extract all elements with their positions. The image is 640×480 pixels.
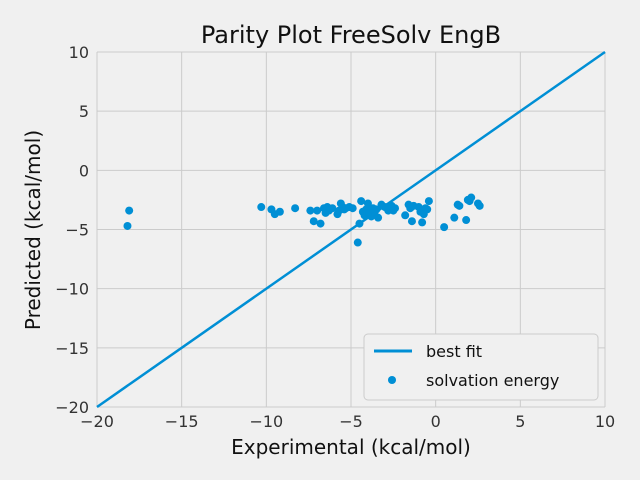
scatter-points: [123, 193, 484, 247]
data-point: [424, 197, 433, 206]
x-tick-label: −10: [249, 412, 283, 431]
data-point: [257, 203, 266, 212]
x-tick-label: −15: [165, 412, 199, 431]
data-point: [291, 204, 300, 213]
data-point: [316, 219, 325, 228]
legend-label-best-fit: best fit: [426, 342, 482, 361]
data-point: [407, 217, 416, 226]
data-point: [372, 205, 381, 214]
legend-label-solvation-energy: solvation energy: [426, 371, 559, 390]
data-point: [125, 206, 134, 215]
y-tick-label: −20: [55, 398, 89, 417]
x-tick-label: 0: [431, 412, 441, 431]
legend: best fit solvation energy: [363, 333, 599, 401]
best-fit-layer: [96, 50, 606, 409]
data-point: [423, 205, 432, 214]
y-axis-label: Predicted (kcal/mol): [21, 130, 45, 330]
x-axis-label: Experimental (kcal/mol): [231, 435, 471, 459]
data-point: [306, 206, 315, 215]
y-tick-label: −15: [55, 339, 89, 358]
data-point: [401, 211, 410, 220]
y-tick-label: −5: [65, 221, 89, 240]
data-point: [313, 206, 322, 215]
y-tick-labels: 10 5 0 −5 −10 −15 −20: [55, 43, 89, 417]
data-point: [328, 204, 337, 213]
x-tick-label: −20: [80, 412, 114, 431]
x-tick-labels: −20 −15 −10 −5 0 5 10: [80, 412, 615, 431]
data-point: [450, 213, 459, 222]
data-point: [467, 193, 476, 202]
data-point: [275, 207, 284, 216]
data-point: [355, 219, 364, 228]
y-tick-label: −10: [55, 280, 89, 299]
data-point: [123, 221, 132, 230]
x-tick-label: 5: [515, 412, 525, 431]
y-tick-label: 10: [69, 43, 89, 62]
data-point: [353, 238, 362, 247]
data-point: [475, 201, 484, 210]
data-point: [348, 204, 357, 213]
chart-title: Parity Plot FreeSolv EngB: [201, 21, 501, 49]
data-point: [357, 197, 366, 206]
data-point: [309, 217, 318, 226]
y-tick-label: 5: [79, 102, 89, 121]
best-fit-line: [96, 50, 606, 409]
x-tick-label: −5: [339, 412, 363, 431]
y-tick-label: 0: [79, 161, 89, 180]
data-point: [418, 218, 427, 227]
data-point: [462, 216, 471, 225]
legend-box: [363, 333, 599, 401]
data-point: [363, 199, 372, 208]
data-point: [374, 213, 383, 222]
data-point: [455, 201, 464, 210]
x-tick-label: 10: [595, 412, 615, 431]
data-point: [440, 223, 449, 232]
legend-point-swatch: [388, 376, 396, 384]
data-point: [391, 204, 400, 213]
